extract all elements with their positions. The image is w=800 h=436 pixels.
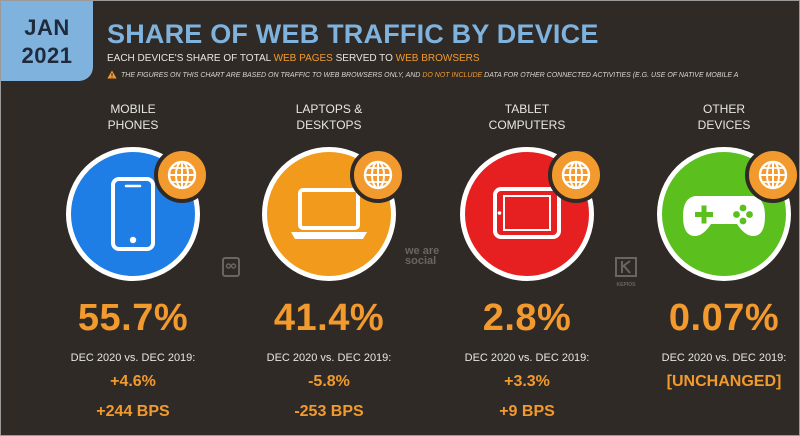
comparison-label: DEC 2020 vs. DEC 2019: — [266, 352, 392, 364]
device-label: OTHER DEVICES — [644, 101, 799, 133]
device-label-line2: COMPUTERS — [488, 118, 566, 132]
game-controller-icon — [683, 196, 765, 236]
globe-icon — [745, 147, 799, 203]
mobile-phone-icon — [111, 177, 155, 251]
device-label: LAPTOPS & DESKTOPS — [249, 101, 409, 133]
device-label-line2: DEVICES — [697, 118, 751, 132]
share-value: 0.07% — [668, 297, 780, 339]
badge-year: 2021 — [21, 43, 73, 68]
subtitle-highlight-web-pages: WEB PAGES — [273, 53, 333, 64]
change-bps: -253 BPS — [294, 403, 364, 420]
kepios-logo: KEPIOS — [615, 257, 637, 288]
share-value: 55.7% — [77, 297, 189, 339]
date-badge: JAN 2021 — [1, 1, 93, 81]
change-bps: +244 BPS — [96, 403, 170, 420]
device-label-line1: MOBILE — [110, 102, 156, 116]
disclaimer-note: THE FIGURES ON THIS CHART ARE BASED ON T… — [107, 70, 799, 84]
globe-icon — [350, 147, 406, 203]
change-percent: [UNCHANGED] — [666, 373, 782, 390]
note-part1: THE FIGURES ON THIS CHART ARE BASED ON T… — [121, 72, 423, 79]
comparison-label: DEC 2020 vs. DEC 2019: — [464, 352, 590, 364]
device-label-line1: OTHER — [703, 102, 745, 116]
subtitle-part2: SERVED TO — [332, 53, 396, 64]
page-title: SHARE OF WEB TRAFFIC BY DEVICE — [107, 19, 599, 49]
warning-icon — [107, 70, 117, 81]
device-label: TABLET COMPUTERS — [447, 101, 607, 133]
subtitle-highlight-web-browsers: WEB BROWSERS — [395, 53, 480, 64]
globe-icon — [548, 147, 604, 203]
note-part2: DATA FOR OTHER CONNECTED ACTIVITIES (E.G… — [482, 72, 739, 79]
device-label-line2: DESKTOPS — [296, 118, 362, 132]
subtitle-part1: EACH DEVICE'S SHARE OF TOTAL — [107, 53, 274, 64]
change-bps: +9 BPS — [499, 403, 555, 420]
laptop-icon — [291, 188, 367, 239]
we-are-social-logo: we are social — [405, 245, 440, 267]
kepios-logo-icon — [615, 257, 637, 277]
kepios-logo-text: KEPIOS — [616, 282, 636, 288]
device-label-line1: TABLET — [504, 102, 550, 116]
note-highlight: DO NOT INCLUDE — [422, 72, 483, 79]
comparison-label: DEC 2020 vs. DEC 2019: — [661, 352, 787, 364]
hootsuite-logo-icon — [222, 257, 240, 277]
change-percent: -5.8% — [308, 373, 350, 390]
device-label-line1: LAPTOPS & — [295, 102, 363, 116]
globe-icon — [154, 147, 210, 203]
badge-month: JAN — [24, 15, 70, 40]
device-label: MOBILE PHONES — [53, 101, 213, 133]
change-percent: +3.3% — [504, 373, 550, 390]
change-percent: +4.6% — [110, 373, 156, 390]
share-value: 41.4% — [273, 297, 385, 339]
tablet-icon — [493, 187, 561, 239]
share-value: 2.8% — [482, 297, 572, 339]
device-label-line2: PHONES — [107, 118, 159, 132]
comparison-label: DEC 2020 vs. DEC 2019: — [70, 352, 196, 364]
subtitle: EACH DEVICE'S SHARE OF TOTAL WEB PAGES S… — [107, 53, 480, 64]
